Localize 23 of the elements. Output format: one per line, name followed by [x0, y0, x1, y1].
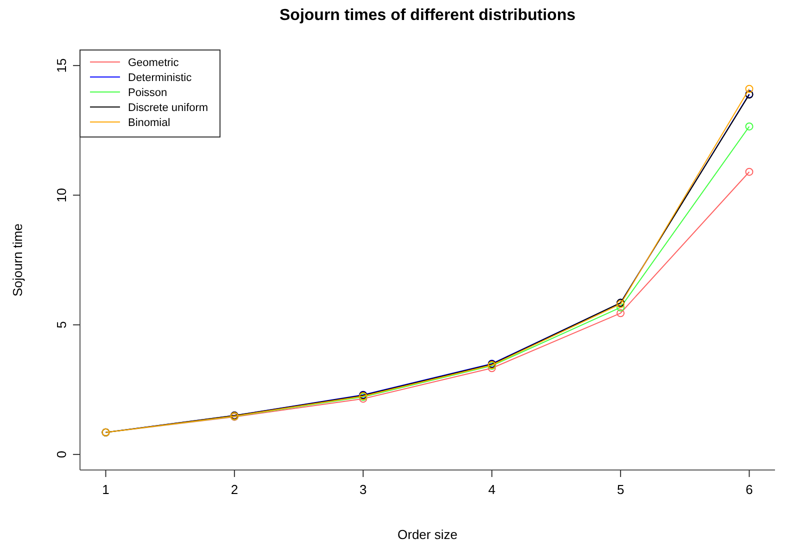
point — [616, 309, 625, 318]
x-tick-label: 6 — [746, 482, 753, 497]
legend-label: Poisson — [128, 87, 168, 99]
legend-label: Binomial — [128, 117, 170, 129]
y-tick-label: 5 — [54, 321, 69, 328]
point — [616, 303, 625, 312]
point — [745, 84, 754, 93]
x-tick-label: 4 — [488, 482, 496, 497]
chart-title: Sojourn times of different distributions — [280, 7, 576, 24]
y-axis-title: Sojourn time — [10, 224, 25, 296]
y-tick-label: 10 — [54, 188, 69, 202]
legend-label: Discrete uniform — [128, 102, 208, 114]
legend-label: Deterministic — [128, 72, 192, 84]
y-tick-label: 0 — [54, 450, 69, 458]
x-tick-label: 1 — [102, 482, 110, 497]
x-axis-title: Order size — [398, 527, 458, 542]
point — [745, 168, 754, 176]
legend-label: Geometric — [128, 57, 180, 69]
x-tick-label: 2 — [230, 482, 238, 497]
y-tick-label: 15 — [54, 58, 69, 73]
point — [745, 122, 754, 130]
x-tick-label: 5 — [616, 482, 624, 497]
x-tick-label: 3 — [360, 482, 367, 497]
